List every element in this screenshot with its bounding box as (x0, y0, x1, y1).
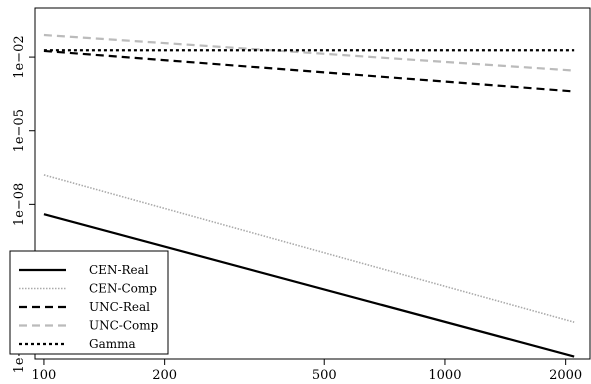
legend: CEN-Real CEN-Comp UNC-Real UNC-Comp Gamma (9, 250, 169, 355)
legend-label: UNC-Comp (89, 319, 159, 333)
x-tick-label: 1000 (428, 368, 461, 383)
x-tick-label: 2000 (549, 368, 582, 383)
series-line-unc-real (43, 49, 575, 93)
legend-label: CEN-Comp (89, 282, 157, 296)
legend-label: Gamma (89, 337, 136, 351)
x-tick-label: 200 (152, 368, 177, 383)
y-tick-label: 1e−02 (12, 35, 27, 78)
series-line-cen-real (43, 213, 575, 358)
legend-label: UNC-Real (89, 300, 150, 314)
plot-frame (34, 7, 591, 360)
x-axis: 100 200 500 1000 2000 (32, 359, 582, 383)
series-line-unc-comp (43, 33, 575, 72)
legend-box (9, 250, 169, 355)
x-tick-label: 500 (312, 368, 337, 383)
y-tick-label: 1e−08 (12, 183, 27, 226)
series-layer (43, 33, 575, 358)
x-tick-label: 100 (32, 368, 57, 383)
y-tick-label: 1e−05 (12, 109, 27, 152)
legend-label: CEN-Real (89, 263, 149, 277)
